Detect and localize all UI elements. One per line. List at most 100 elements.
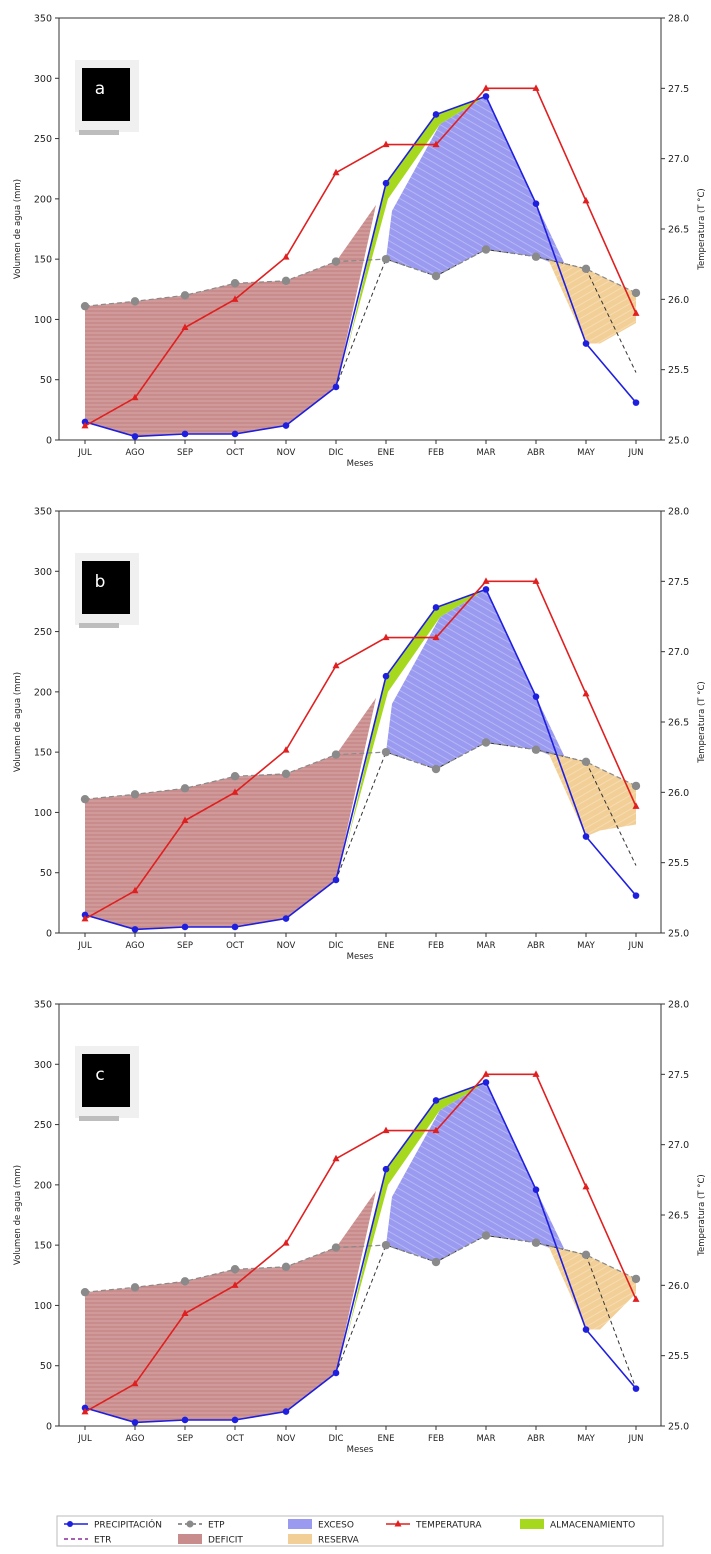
legend-marker-temperature [394, 1520, 402, 1527]
precipitation-point [582, 833, 590, 840]
temperature-point [382, 1126, 390, 1134]
x-tick-label: AGO [126, 1434, 145, 1444]
x-tick-label: FEB [428, 1434, 444, 1444]
x-tick-label: OCT [226, 448, 245, 458]
legend-label-deficit: DEFICIT [208, 1536, 243, 1546]
x-tick-label: MAR [476, 941, 495, 951]
y2-axis-label: Temperatura (T °C) [697, 681, 707, 763]
precipitation-point [332, 383, 340, 391]
etp-point [80, 1287, 90, 1297]
temperature-point [432, 633, 440, 641]
y-tick-label: 250 [34, 627, 52, 638]
temperature-point [482, 577, 490, 584]
temperature-point [81, 421, 89, 429]
precipitation-point [632, 1385, 640, 1392]
x-tick-label: MAY [577, 941, 595, 951]
temperature-point [432, 140, 440, 148]
y2-tick-label: 27.5 [668, 84, 689, 95]
temperature-point [282, 746, 290, 753]
temperature-point [81, 1407, 89, 1415]
precipitation-point [632, 892, 640, 899]
y2-tick-label: 26.5 [668, 1211, 689, 1222]
temperature-point [382, 633, 390, 641]
etp-point [281, 769, 291, 779]
deficit-area [85, 1190, 376, 1423]
precipitation-point [231, 1416, 239, 1424]
almacenamiento-area [343, 1082, 486, 1354]
legend-marker-etp [186, 1520, 194, 1528]
etp-point [381, 747, 391, 757]
precipitation-point [482, 586, 490, 593]
y-tick-label: 100 [34, 808, 52, 819]
temperature-point [181, 323, 189, 330]
temperature-point [532, 1070, 540, 1077]
x-tick-label: NOV [277, 941, 296, 951]
legend-label-reserva: RESERVA [318, 1536, 360, 1546]
x-tick-label: ENE [377, 448, 394, 458]
exceso-area [386, 589, 567, 769]
temperature-point [382, 140, 390, 148]
etp-point [481, 738, 491, 747]
legend-swatch-almac [520, 1519, 544, 1529]
etp-point [431, 1257, 441, 1267]
y2-tick-label: 25.0 [668, 929, 689, 940]
panel-label-box [82, 561, 130, 614]
etp-point [481, 1231, 491, 1240]
legend-item-etp: ETP [178, 1520, 225, 1531]
x-tick-label: JUL [77, 448, 92, 458]
temperature-line [84, 87, 637, 427]
x-tick-label: NOV [277, 448, 296, 458]
etp-point [431, 764, 441, 774]
etp-point [281, 276, 291, 286]
etp-point [381, 1240, 391, 1250]
exceso-area [386, 96, 567, 277]
x-tick-label: FEB [428, 448, 444, 458]
chart-panel-c: 0 50 100 150 200 250 300 350 25.0 25.5 26.0 26.5 27.… [13, 1000, 707, 1456]
y-tick-label: 250 [34, 1120, 52, 1131]
etp-point [130, 297, 140, 306]
y-tick-label: 250 [34, 134, 52, 145]
x-tick-label: SEP [177, 448, 193, 458]
precipitation-point [582, 1326, 590, 1333]
precipitation-point [282, 422, 290, 429]
y2-axis-label: Temperatura (T °C) [697, 1174, 707, 1256]
y-tick-label: 350 [34, 507, 52, 518]
almacenamiento-area [343, 96, 486, 368]
y-tick-label: 150 [34, 1241, 52, 1252]
x-tick-label: SEP [177, 1434, 193, 1444]
temperature-point [632, 1295, 640, 1302]
x-tick-label: MAY [577, 448, 595, 458]
legend-item-etr: ETR [64, 1536, 111, 1546]
precipitation-line [84, 1081, 637, 1424]
x-axis-label: Meses [347, 952, 374, 962]
y-tick-label: 100 [34, 1301, 52, 1312]
precipitation-point [131, 1419, 139, 1426]
x-tick-label: FEB [428, 941, 444, 951]
y2-tick-label: 27.0 [668, 1140, 689, 1151]
y2-tick-label: 26.5 [668, 718, 689, 729]
y2-tick-label: 27.5 [668, 1070, 689, 1081]
x-tick-label: ABR [527, 941, 545, 951]
y2-tick-label: 28.0 [668, 14, 689, 25]
y-tick-label: 350 [34, 14, 52, 25]
y-tick-label: 300 [34, 567, 52, 578]
precipitation-point [482, 93, 490, 100]
legend-item-exceso: EXCESO [288, 1519, 354, 1531]
etp-point [230, 279, 240, 288]
chart-panel-b: 0 50 100 150 200 250 300 350 25.0 25.5 26.0 26.5 27.… [13, 507, 707, 963]
precipitation-point [131, 433, 139, 440]
temperature-point [231, 1281, 239, 1288]
etp-point [631, 1274, 641, 1284]
etp-point [130, 1283, 140, 1292]
panel-label-letter: c [95, 1065, 104, 1085]
legend: PRECIPITACIÓN ETR ETP DEFICIT EXCESO RESERVA T… [56, 1515, 664, 1547]
precipitation-point [231, 430, 239, 438]
legend-label-exceso: EXCESO [318, 1521, 354, 1531]
etp-point [431, 271, 441, 281]
precipitation-point [332, 1369, 340, 1377]
precipitation-point [332, 876, 340, 884]
x-tick-label: ABR [527, 448, 545, 458]
precipitation-point [382, 179, 390, 187]
etp-line [84, 741, 637, 800]
temperature-point [532, 84, 540, 91]
